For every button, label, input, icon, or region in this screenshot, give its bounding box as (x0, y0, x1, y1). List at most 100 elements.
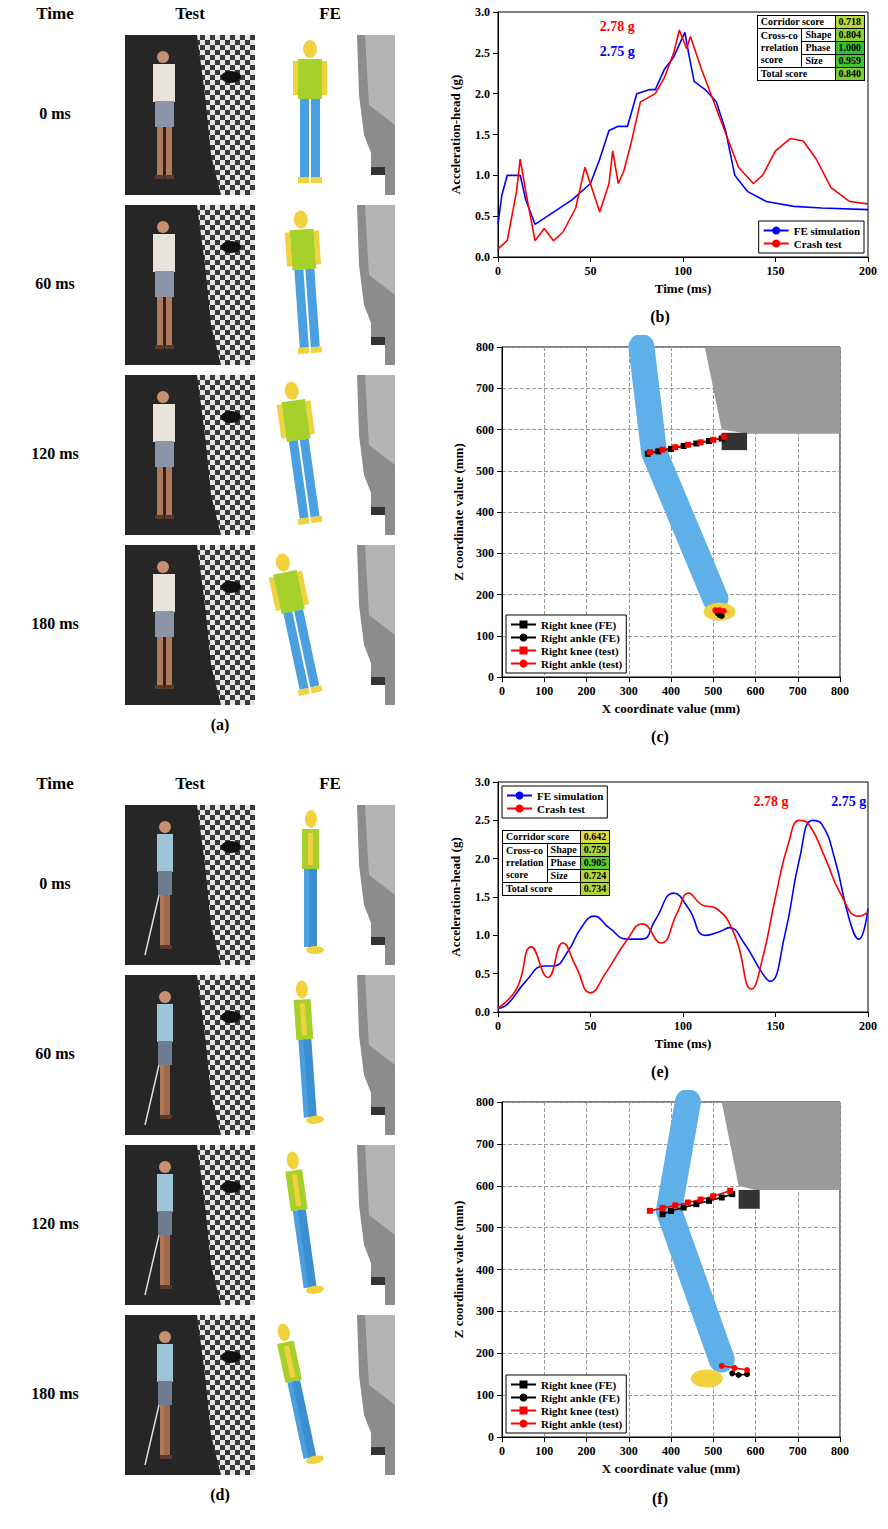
html-text:0 ms: 0 ms (39, 875, 71, 892)
svg-text:150: 150 (767, 1019, 785, 1033)
svg-text:Right ankle (test): Right ankle (test) (541, 658, 623, 671)
svg-text:2.5: 2.5 (475, 46, 490, 60)
svg-text:100: 100 (674, 264, 692, 278)
svg-text:0: 0 (495, 1019, 501, 1033)
svg-text:700: 700 (476, 381, 494, 395)
svg-text:150: 150 (767, 264, 785, 278)
svg-text:600: 600 (476, 423, 494, 437)
svg-text:600: 600 (747, 1444, 765, 1458)
html-text:60 ms: 60 ms (35, 275, 75, 292)
svg-text:Right knee (test): Right knee (test) (541, 1405, 619, 1418)
svg-text:400: 400 (662, 684, 680, 698)
svg-text:50: 50 (585, 1019, 597, 1033)
svg-text:2.78 g: 2.78 g (753, 794, 788, 809)
svg-text:Right knee (FE): Right knee (FE) (541, 619, 617, 632)
svg-text:Right ankle (FE): Right ankle (FE) (541, 1392, 620, 1405)
html-text:180 ms: 180 ms (31, 1385, 79, 1402)
svg-text:Right ankle (test): Right ankle (test) (541, 1418, 623, 1431)
svg-text:200: 200 (578, 1444, 596, 1458)
svg-text:1.0: 1.0 (475, 168, 490, 182)
svg-text:800: 800 (831, 684, 849, 698)
svg-text:2.78 g: 2.78 g (600, 19, 635, 34)
svg-text:200: 200 (578, 684, 596, 698)
svg-text:100: 100 (476, 629, 494, 643)
html-text:Time: Time (36, 4, 74, 23)
svg-text:100: 100 (674, 1019, 692, 1033)
svg-text:400: 400 (476, 505, 494, 519)
html-text:Test: Test (175, 774, 205, 793)
svg-text:100: 100 (535, 1444, 553, 1458)
svg-text:Right knee (FE): Right knee (FE) (541, 1379, 617, 1392)
html-text:0 ms: 0 ms (39, 105, 71, 122)
svg-text:2.0: 2.0 (475, 87, 490, 101)
html-text:Test: Test (175, 4, 205, 23)
svg-text:0: 0 (488, 670, 494, 684)
svg-text:800: 800 (831, 1444, 849, 1458)
svg-text:2.5: 2.5 (475, 813, 490, 827)
svg-text:600: 600 (476, 1179, 494, 1193)
html-text:FE: FE (319, 774, 341, 793)
svg-text:700: 700 (789, 1444, 807, 1458)
svg-text:2.0: 2.0 (475, 852, 490, 866)
svg-text:300: 300 (620, 1444, 638, 1458)
svg-text:Right knee (test): Right knee (test) (541, 645, 619, 658)
svg-text:700: 700 (789, 684, 807, 698)
svg-text:FE simulation: FE simulation (794, 225, 860, 237)
svg-text:FE simulation: FE simulation (537, 790, 603, 802)
svg-text:600: 600 (747, 684, 765, 698)
svg-text:0: 0 (499, 1444, 505, 1458)
svg-text:50: 50 (585, 264, 597, 278)
svg-text:500: 500 (704, 1444, 722, 1458)
svg-text:100: 100 (535, 684, 553, 698)
svg-text:800: 800 (476, 340, 494, 354)
svg-text:1.5: 1.5 (475, 890, 490, 904)
html-text:180 ms: 180 ms (31, 615, 79, 632)
svg-text:100: 100 (476, 1388, 494, 1402)
svg-text:Z coordinate value (mm): Z coordinate value (mm) (451, 443, 466, 581)
svg-text:200: 200 (859, 264, 877, 278)
svg-text:Time (ms): Time (ms) (655, 1036, 711, 1051)
html-text:(d): (d) (210, 1486, 230, 1503)
svg-text:200: 200 (859, 1019, 877, 1033)
svg-text:Acceleration-head (g): Acceleration-head (g) (448, 75, 463, 195)
html-text:60 ms: 60 ms (35, 1045, 75, 1062)
svg-text:0.0: 0.0 (475, 250, 490, 264)
svg-text:0: 0 (499, 684, 505, 698)
svg-text:1.5: 1.5 (475, 128, 490, 142)
svg-text:200: 200 (476, 588, 494, 602)
svg-text:300: 300 (476, 546, 494, 560)
html-text:Time: Time (36, 774, 74, 793)
svg-text:200: 200 (476, 1346, 494, 1360)
svg-text:Z coordinate value (mm): Z coordinate value (mm) (451, 1201, 466, 1339)
svg-text:0: 0 (488, 1430, 494, 1444)
svg-text:2.75 g: 2.75 g (600, 44, 635, 59)
svg-text:0.5: 0.5 (475, 209, 490, 223)
svg-text:2.75 g: 2.75 g (831, 794, 866, 809)
svg-text:500: 500 (476, 464, 494, 478)
svg-text:0: 0 (495, 264, 501, 278)
svg-text:0.0: 0.0 (475, 1005, 490, 1019)
svg-text:0.5: 0.5 (475, 967, 490, 981)
html-text:120 ms: 120 ms (31, 1215, 79, 1232)
svg-text:300: 300 (620, 684, 638, 698)
svg-text:400: 400 (476, 1263, 494, 1277)
svg-text:1.0: 1.0 (475, 928, 490, 942)
svg-text:300: 300 (476, 1304, 494, 1318)
svg-text:3.0: 3.0 (475, 775, 490, 789)
html-text:(a): (a) (210, 716, 230, 733)
svg-text:700: 700 (476, 1137, 494, 1151)
html-text:120 ms: 120 ms (31, 445, 79, 462)
svg-text:X coordinate value (mm): X coordinate value (mm) (602, 1461, 740, 1476)
html-text:FE: FE (319, 4, 341, 23)
svg-text:Crash test: Crash test (537, 803, 585, 815)
svg-text:Crash test: Crash test (794, 238, 842, 250)
svg-text:Right ankle (FE): Right ankle (FE) (541, 632, 620, 645)
svg-text:800: 800 (476, 1095, 494, 1109)
svg-text:3.0: 3.0 (475, 5, 490, 19)
svg-text:Acceleration-head (g): Acceleration-head (g) (448, 837, 463, 957)
svg-text:X coordinate value (mm): X coordinate value (mm) (602, 701, 740, 716)
svg-text:500: 500 (476, 1221, 494, 1235)
svg-text:400: 400 (662, 1444, 680, 1458)
svg-text:Time (ms): Time (ms) (655, 281, 711, 296)
svg-text:500: 500 (704, 684, 722, 698)
